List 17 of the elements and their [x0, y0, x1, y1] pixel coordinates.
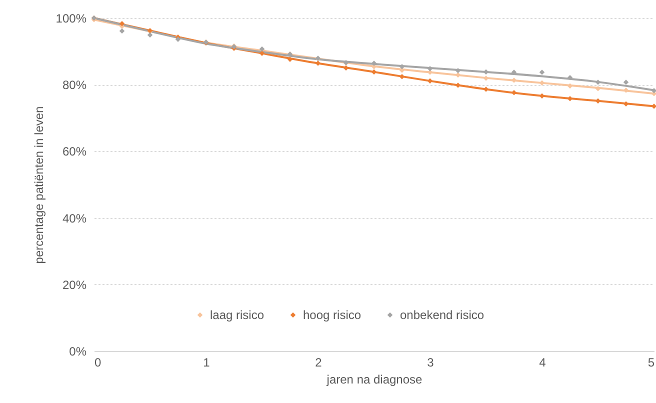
- x-tick-label: 1: [203, 356, 210, 370]
- x-axis-title: jaren na diagnose: [326, 372, 423, 386]
- y-axis-title: percentage patiënten in leven: [32, 106, 46, 264]
- x-tick-label: 4: [539, 356, 546, 370]
- y-tick-label: 100%: [56, 12, 87, 26]
- y-tick-label: 0%: [69, 344, 87, 358]
- legend-label: hoog risico: [303, 308, 362, 322]
- y-tick-label: 20%: [62, 278, 87, 292]
- legend-label: onbekend risico: [400, 308, 484, 322]
- y-tick-label: 40%: [62, 211, 87, 226]
- x-tick-label: 3: [427, 356, 434, 370]
- x-tick-label: 2: [315, 356, 322, 370]
- x-tick-label: 0: [94, 356, 102, 370]
- y-tick-label: 80%: [62, 78, 87, 92]
- y-tick-label: 60%: [62, 144, 87, 159]
- x-tick-label: 5: [648, 356, 655, 370]
- legend-label: laag risico: [210, 308, 264, 322]
